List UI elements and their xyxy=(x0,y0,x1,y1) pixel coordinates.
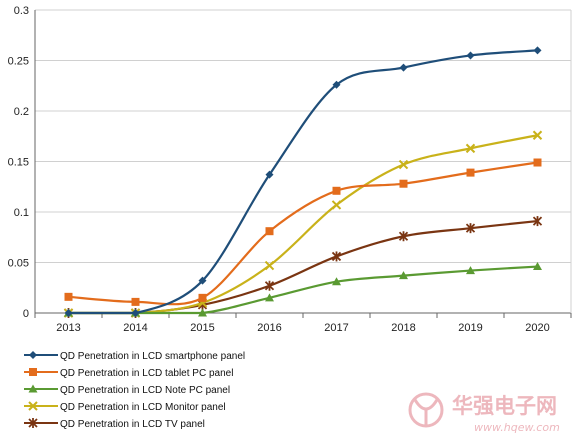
data-point xyxy=(332,80,341,89)
data-point xyxy=(465,143,476,154)
legend-label: QD Penetration in LCD Monitor panel xyxy=(60,402,226,413)
data-point xyxy=(131,309,140,317)
data-point xyxy=(533,46,542,55)
legend-item: QD Penetration in LCD TV panel xyxy=(24,418,205,430)
y-tick-label: 0.25 xyxy=(8,56,29,68)
data-point xyxy=(265,227,274,236)
data-point xyxy=(465,223,476,234)
data-point xyxy=(28,401,38,411)
data-point xyxy=(533,158,542,167)
watermark-url: www.hqew.com xyxy=(474,421,560,434)
series-line xyxy=(68,49,538,315)
data-point xyxy=(28,384,38,393)
legend-item: QD Penetration in LCD Monitor panel xyxy=(24,401,226,413)
watermark: 华强电子网 www.hqew.com xyxy=(408,392,560,434)
legend-item: QD Penetration in LCD Note PC panel xyxy=(24,384,230,396)
data-point xyxy=(265,293,274,302)
data-point xyxy=(264,280,275,291)
grid-lines xyxy=(35,9,571,263)
legend-label: QD Penetration in LCD smartphone panel xyxy=(60,351,245,362)
data-point xyxy=(198,293,207,302)
y-tick-label: 0.05 xyxy=(8,258,29,270)
x-tick-label: 2014 xyxy=(123,322,147,334)
data-point xyxy=(64,292,73,301)
series-line xyxy=(68,161,538,306)
data-point xyxy=(332,277,341,286)
data-point xyxy=(131,297,140,306)
data-point xyxy=(64,309,73,317)
legend: QD Penetration in LCD smartphone panel QD… xyxy=(24,351,245,430)
series-1 xyxy=(64,46,542,317)
x-tick-label: 2015 xyxy=(190,322,214,334)
data-point xyxy=(466,51,475,60)
data-point xyxy=(332,186,341,195)
x-tick-label: 2020 xyxy=(525,322,549,334)
data-point xyxy=(331,200,342,210)
data-point xyxy=(264,260,275,271)
data-point xyxy=(331,251,342,262)
data-point xyxy=(398,231,409,242)
data-point xyxy=(198,276,207,285)
series-lines xyxy=(63,46,543,318)
data-point xyxy=(466,168,475,177)
data-point xyxy=(399,179,408,188)
legend-item: QD Penetration in LCD tablet PC panel xyxy=(24,368,233,379)
data-point xyxy=(398,159,409,170)
series-line xyxy=(68,265,538,315)
tick-labels: 0 0.05 0.1 0.15 0.2 0.25 0.3 2013 2014 2015 2016 20… xyxy=(8,5,550,334)
data-point xyxy=(29,368,37,376)
x-tick-label: 2018 xyxy=(391,322,415,334)
series-2 xyxy=(64,158,542,306)
legend-item: QD Penetration in LCD smartphone panel xyxy=(24,351,245,362)
watermark-logo-icon xyxy=(408,392,444,428)
data-point xyxy=(29,351,37,359)
data-point xyxy=(28,418,38,428)
data-point xyxy=(533,262,542,271)
y-tick-label: 0.1 xyxy=(14,207,29,219)
y-tick-label: 0.15 xyxy=(8,157,29,169)
x-tick-label: 2016 xyxy=(257,322,281,334)
x-tick-label: 2013 xyxy=(56,322,80,334)
legend-label: QD Penetration in LCD tablet PC panel xyxy=(60,368,233,379)
data-point xyxy=(198,308,207,317)
x-tick-label: 2017 xyxy=(324,322,348,334)
legend-label: QD Penetration in LCD Note PC panel xyxy=(60,385,230,396)
x-tick-label: 2019 xyxy=(458,322,482,334)
data-point xyxy=(532,130,543,140)
data-point xyxy=(399,271,408,280)
data-point xyxy=(532,216,543,227)
y-tick-label: 0 xyxy=(23,308,29,320)
y-tick-label: 0.2 xyxy=(14,106,29,118)
data-point xyxy=(399,63,408,72)
data-point xyxy=(466,266,475,275)
watermark-text: 华强电子网 xyxy=(452,394,557,418)
data-point xyxy=(265,170,274,179)
legend-label: QD Penetration in LCD TV panel xyxy=(60,419,205,430)
y-tick-label: 0.3 xyxy=(14,5,29,17)
